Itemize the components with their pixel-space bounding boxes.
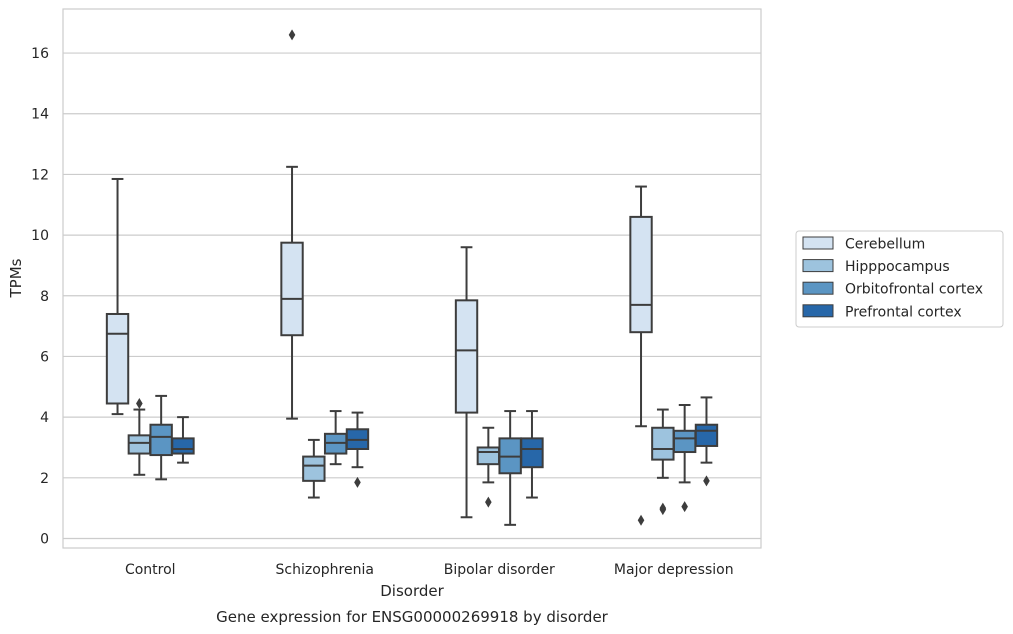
box-1-2	[323, 410, 348, 466]
figure-caption: Gene expression for ENSG00000269918 by d…	[216, 608, 609, 626]
box-3-3	[694, 396, 719, 487]
x-tick-label: Major depression	[614, 562, 734, 578]
iqr-box	[105, 312, 130, 405]
y-tick-label: 4	[40, 410, 49, 426]
y-axis-ticks: 0 2 4 6 8 10 12 14 16	[31, 46, 49, 547]
iqr-box	[149, 423, 173, 457]
y-tick-label: 6	[40, 349, 49, 365]
x-tick-label: Schizophrenia	[276, 562, 374, 578]
boxes-layer	[105, 29, 719, 526]
legend-frame	[795, 230, 1004, 328]
box-2-0	[454, 246, 479, 519]
y-tick-label: 8	[40, 289, 49, 305]
y-tick-label: 2	[40, 471, 49, 487]
iqr-box	[302, 455, 326, 482]
box-0-2	[149, 394, 173, 481]
y-axis-label: TPMs	[7, 258, 25, 298]
x-axis-label: Disorder	[380, 582, 444, 600]
legend-label: Prefrontal cortex	[845, 304, 962, 320]
plot-frame	[62, 8, 762, 549]
y-tick-label: 12	[31, 167, 49, 183]
box-3-2	[672, 404, 697, 513]
x-tick-label: Control	[125, 562, 176, 578]
box-0-1	[127, 397, 152, 476]
iqr-box	[694, 423, 719, 447]
iqr-box	[171, 437, 195, 455]
legend-label: Hipppocampus	[845, 259, 950, 275]
gridlines	[63, 52, 761, 540]
y-tick-label: 16	[31, 46, 49, 62]
box-3-0	[629, 185, 653, 526]
outlier-point	[681, 501, 688, 513]
outlier-point	[703, 475, 710, 487]
legend-label: Cerebellum	[845, 237, 925, 253]
y-tick-label: 10	[31, 228, 49, 244]
iqr-box	[454, 299, 479, 414]
iqr-box	[651, 426, 675, 461]
box-2-1	[476, 426, 501, 508]
iqr-box	[476, 446, 501, 466]
box-0-0	[105, 177, 130, 416]
outlier-point	[288, 29, 296, 41]
box-1-3	[345, 411, 370, 488]
box-2-3	[520, 410, 544, 499]
iqr-box	[127, 434, 152, 455]
legend-swatch	[802, 304, 834, 318]
outlier-point	[354, 476, 361, 488]
box-2-2	[498, 410, 522, 526]
legend: Cerebellum Hipppocampus Orbitofrontal cort…	[795, 230, 1004, 328]
legend-swatch	[802, 236, 834, 250]
iqr-box	[672, 429, 697, 454]
legend-swatch	[802, 281, 834, 295]
box-1-0	[280, 29, 304, 420]
box-1-1	[302, 438, 326, 499]
x-axis-ticks: Control Schizophrenia Bipolar disorder Majo…	[125, 562, 734, 578]
outlier-point	[136, 397, 143, 409]
outlier-point	[659, 504, 667, 516]
y-tick-label: 0	[40, 532, 49, 548]
iqr-box	[280, 241, 304, 337]
box-3-1	[651, 408, 675, 516]
y-tick-label: 14	[31, 107, 49, 123]
x-tick-label: Bipolar disorder	[444, 562, 555, 578]
legend-label: Orbitofrontal cortex	[845, 282, 983, 298]
outlier-point	[637, 514, 645, 526]
outlier-point	[485, 496, 492, 508]
legend-swatch	[802, 259, 834, 273]
box-0-3	[171, 416, 195, 464]
iqr-box	[520, 437, 544, 469]
iqr-box	[629, 215, 653, 334]
